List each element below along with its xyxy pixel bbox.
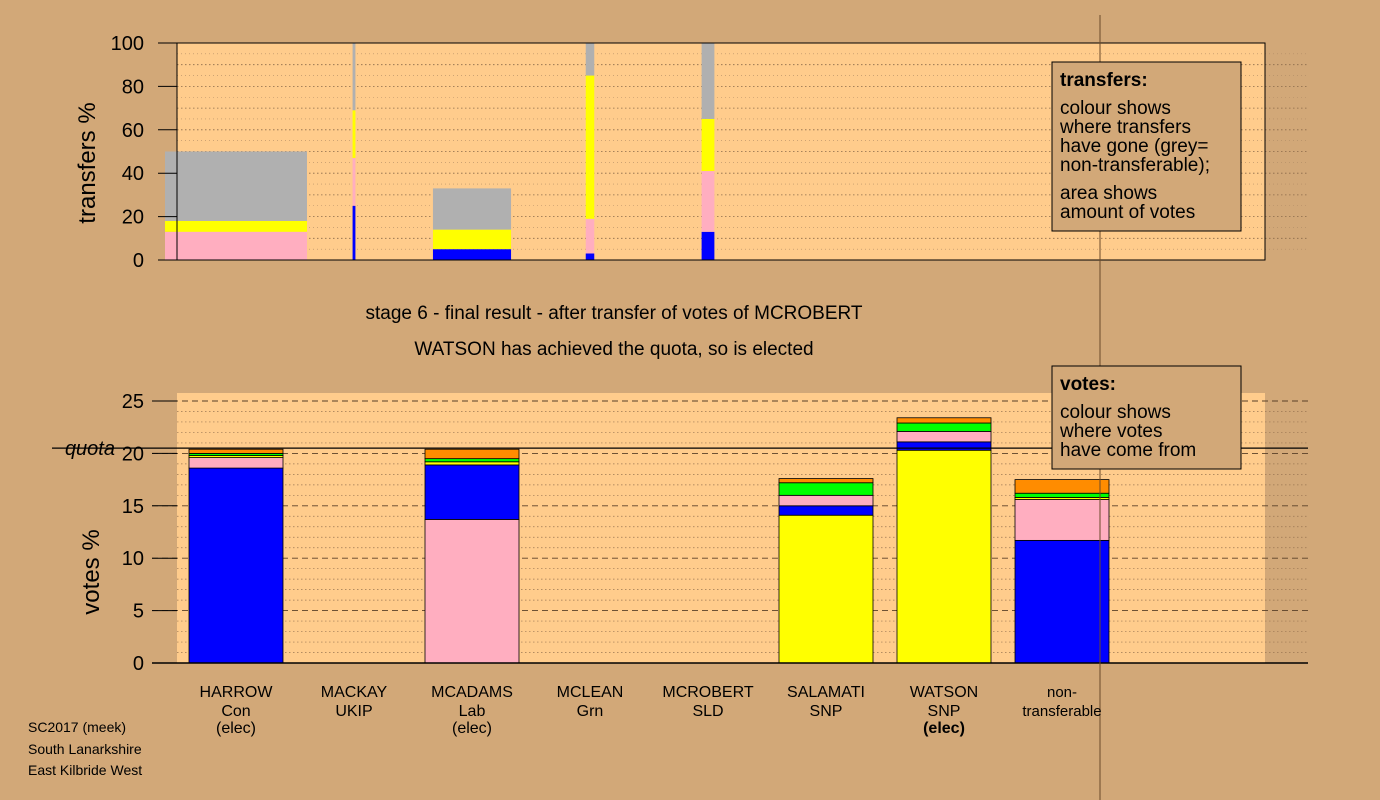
vote-segment-SLD: [778, 478, 874, 484]
transfer-segment-Con: [701, 231, 715, 260]
candidate-status: (elec): [452, 720, 492, 737]
transfers-legend-line: non-transferable);: [1060, 155, 1210, 176]
transfer-segment-non_transferable: [585, 43, 595, 76]
votes-legend-line: colour shows: [1060, 402, 1171, 423]
votes-legend-box: [1051, 365, 1242, 470]
transfer-segment-SNP: [432, 229, 512, 250]
transfers-legend-line: area shows: [1060, 183, 1157, 204]
candidate-name: non-: [1047, 684, 1077, 701]
votes-legend: votes: colour shows where votes have com…: [1051, 365, 1242, 470]
votes-y-tick-label: 5: [133, 601, 144, 623]
candidate-name: WATSON: [910, 684, 978, 701]
vote-segment-SLD: [1014, 479, 1110, 494]
candidate-name: MCADAMS: [431, 684, 513, 701]
vote-segment-Con: [1014, 539, 1110, 664]
candidate-party: SNP: [928, 703, 961, 720]
transfers-legend-line: have gone (grey=: [1060, 136, 1208, 157]
vote-segment-Lab: [778, 494, 874, 507]
transfer-segment-Lab: [701, 171, 715, 232]
vote-segment-Grn: [778, 482, 874, 496]
vote-segment-Lab: [1014, 499, 1110, 541]
votes-legend-line: where votes: [1059, 421, 1162, 442]
votes-y-axis-label: votes %: [78, 529, 105, 614]
vote-segment-Lab: [188, 457, 284, 469]
vote-segment-Grn: [424, 458, 520, 463]
transfer-segment-SNP: [701, 118, 715, 172]
transfers-legend-heading: transfers:: [1060, 70, 1148, 91]
vote-segment-SNP: [896, 449, 992, 664]
transfers-legend-line: amount of votes: [1060, 202, 1195, 223]
votes-legend-line: have come from: [1060, 440, 1196, 461]
candidate-party: UKIP: [335, 703, 372, 720]
candidate-party: SLD: [692, 703, 723, 720]
vote-segment-Grn: [896, 422, 992, 432]
transfer-segment-non_transferable: [432, 188, 512, 230]
transfers-y-tick-label: 80: [122, 76, 144, 98]
vote-segment-SNP: [424, 461, 520, 466]
candidate-name: SALAMATI: [787, 684, 865, 701]
transfers-y-tick-label: 20: [122, 207, 144, 229]
footer-line: South Lanarkshire: [28, 741, 142, 757]
transfer-segment-Con: [585, 253, 595, 260]
candidate-party: Lab: [459, 703, 486, 720]
transfers-plot-frame: [176, 42, 1266, 261]
candidate-status: (elec): [216, 720, 256, 737]
transfers-y-axis-label: transfers %: [74, 102, 101, 223]
transfer-segment-non_transferable: [701, 43, 715, 119]
candidate-name: HARROW: [200, 684, 274, 701]
transfer-segment-SNP: [585, 75, 595, 219]
candidate-party: Con: [221, 703, 250, 720]
vote-segment-Lab: [896, 430, 992, 443]
transfers-legend-line: where transfers: [1059, 117, 1191, 138]
transfer-segment-non_transferable: [165, 151, 307, 221]
vote-segment-SLD: [424, 448, 520, 460]
candidate-party: SNP: [810, 703, 843, 720]
candidate-labels: HARROWCon(elec)MACKAYUKIPMCADAMSLab(elec…: [200, 684, 1102, 737]
transfer-segment-non_transferable: [352, 43, 356, 111]
votes-y-tick-label: 0: [133, 653, 144, 675]
vote-segment-SNP: [778, 514, 874, 664]
transfer-segment-SNP: [352, 110, 356, 159]
transfer-segment-Con: [352, 205, 356, 260]
footer-line: East Kilbride West: [28, 762, 142, 778]
transfer-segment-Lab: [352, 158, 356, 206]
quota-label: quota: [65, 438, 115, 460]
transfer-segment-SNP: [165, 220, 307, 232]
votes-y-tick-label: 20: [122, 443, 144, 465]
transfers-y-tick-label: 100: [111, 33, 144, 55]
votes-y-tick-label: 25: [122, 391, 144, 413]
stage-subtitle: WATSON has achieved the quota, so is ele…: [414, 339, 813, 360]
vote-segment-Con: [778, 505, 874, 516]
vote-segment-Con: [424, 464, 520, 520]
vote-segment-Grn: [1014, 492, 1110, 498]
votes-legend-heading: votes:: [1060, 374, 1116, 395]
transfers-legend-line: colour shows: [1060, 98, 1171, 119]
transfers-y-tick-label: 40: [122, 163, 144, 185]
vote-segment-Con: [188, 467, 284, 664]
transfer-segment-Con: [432, 249, 512, 260]
vote-segment-SLD: [896, 417, 992, 424]
stage-title: stage 6 - final result - after transfer …: [366, 303, 863, 324]
candidate-name: MCLEAN: [557, 684, 624, 701]
footer-line: SC2017 (meek): [28, 719, 126, 735]
transfers-legend: transfers: colour shows where transfers …: [1051, 61, 1242, 232]
transfer-segment-Lab: [165, 231, 307, 260]
candidate-party: Grn: [577, 703, 604, 720]
vote-segment-Lab: [424, 519, 520, 664]
votes-y-tick-label: 15: [122, 496, 144, 518]
candidate-name: MCROBERT: [662, 684, 753, 701]
candidate-name: MACKAY: [321, 684, 388, 701]
vote-segment-SLD: [188, 448, 284, 454]
transfers-legend-box: [1051, 61, 1242, 232]
candidate-status: (elec): [923, 720, 965, 737]
vote-segment-Con: [896, 441, 992, 451]
candidate-party: transferable: [1022, 703, 1101, 720]
votes-y-tick-label: 10: [122, 548, 144, 570]
transfers-y-tick-label: 0: [133, 250, 144, 272]
transfers-y-tick-label: 60: [122, 120, 144, 142]
transfer-segment-Lab: [585, 218, 595, 254]
